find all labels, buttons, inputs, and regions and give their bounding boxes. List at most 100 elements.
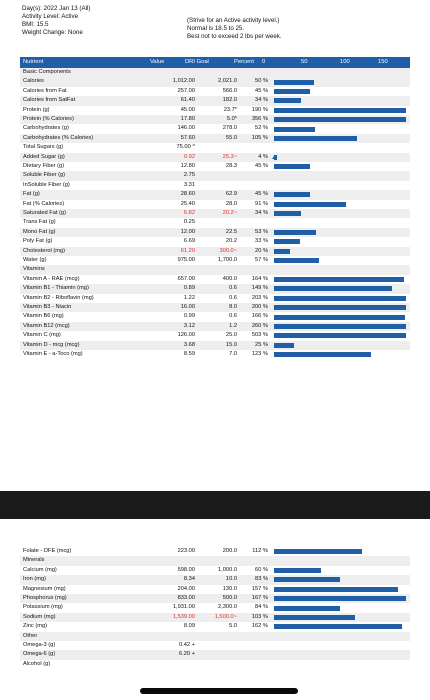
percent-bar xyxy=(274,323,406,329)
table-row: Saturated Fat (g) 6.82 20.2~ 34 % xyxy=(20,209,410,219)
table-row: Magnesium (mg) 204.00 130.0 157 % xyxy=(20,585,410,594)
percent-value: 25 % xyxy=(255,341,268,348)
percent-value: 503 % xyxy=(251,332,268,339)
percent-bar xyxy=(274,229,316,235)
percent-bar xyxy=(274,342,294,348)
nutrient-value: 657.00 xyxy=(177,275,195,282)
dri-goal: 500.0 xyxy=(222,595,237,601)
percent-value: 260 % xyxy=(251,322,268,329)
percent-bar xyxy=(274,135,357,141)
percent-value: 34 % xyxy=(255,210,268,216)
scale-0: 0 xyxy=(262,59,266,65)
dri-goal: 400.0 xyxy=(222,275,237,282)
nutrient-name: Vitamin D - mcg (mcg) xyxy=(23,341,80,348)
nutrient-name: Calcium (mg) xyxy=(23,566,57,573)
table-row: Vitamin A - RAE (mcg) 657.00 400.0 164 % xyxy=(20,275,410,284)
percent-value: 164 % xyxy=(251,275,268,282)
table-row: Vitamin C (mg) 126.00 25.0 503 % xyxy=(20,331,410,340)
percent-value: 356 % xyxy=(251,116,268,122)
home-indicator[interactable] xyxy=(140,688,298,694)
nutrient-name: Protein (% Calories) xyxy=(23,116,74,122)
nutrient-name: Alcohol (g) xyxy=(23,660,51,667)
nutrient-name: Zinc (mg) xyxy=(23,623,48,630)
table-row: InSoluble Fiber (g) 3.31 xyxy=(20,181,410,190)
limit-marker-icon xyxy=(272,155,276,159)
nutrient-value: 1,931.00 xyxy=(172,604,195,611)
nutrient-value: 75.00 ^ xyxy=(176,144,195,151)
scale-100: 100 xyxy=(340,59,350,65)
dri-goal: 28.0 xyxy=(225,200,237,207)
dri-goal: 55.0 xyxy=(225,134,237,141)
nutrient-value: 6.82 xyxy=(183,210,195,216)
percent-bar xyxy=(274,211,301,217)
percent-bar xyxy=(274,286,392,292)
nutrient-name: Vitamin A - RAE (mcg) xyxy=(23,275,80,282)
nutrient-value: 2.75 xyxy=(183,172,195,179)
nutrient-name: Carbohydrates (g) xyxy=(23,125,69,132)
percent-value: 112 % xyxy=(252,548,268,554)
table-row: Fat (g) 28.60 62.9 45 % xyxy=(20,190,410,200)
table-row: Dietary Fiber (g) 12.80 28.3 45 % xyxy=(20,162,410,171)
weight-text: Weight Change: None xyxy=(22,29,83,36)
table-row: Vitamin B2 - Riboflavin (mg) 1.22 0.6 203 % xyxy=(20,294,410,303)
percent-value: 33 % xyxy=(255,238,268,245)
percent-value: 50 % xyxy=(255,78,268,85)
nutrient-name: Saturated Fat (g) xyxy=(23,210,66,216)
nutrient-name: Vitamin B3 - Niacin xyxy=(23,304,72,310)
percent-value: 157 % xyxy=(251,585,268,592)
percent-bar xyxy=(274,276,404,282)
section-header: Other xyxy=(20,631,410,641)
dri-goal: 0.6 xyxy=(229,313,237,320)
dri-goal: 130.0 xyxy=(222,585,237,592)
table-row: Calories from SatFat 61.40 182.0 34 % xyxy=(20,96,410,106)
col-value: Value xyxy=(150,59,165,65)
table-row: Alcohol (g) xyxy=(20,660,410,669)
dri-goal: 1,000.0 xyxy=(218,566,237,573)
percent-value: 57 % xyxy=(255,257,268,263)
nutrient-name: Calories from SatFat xyxy=(23,97,76,104)
table-row: Potassium (mg) 1,931.00 2,300.0 84 % xyxy=(20,603,410,612)
nutrient-value: 8.59 xyxy=(183,351,195,357)
percent-value: 167 % xyxy=(251,595,268,601)
percent-bar xyxy=(274,577,340,583)
percent-value: 103 % xyxy=(251,613,268,620)
table-row: Omega-3 (g) 0.42 + xyxy=(20,641,410,650)
nutrient-name: Other xyxy=(23,632,38,639)
percent-bar xyxy=(274,586,399,592)
percent-bar xyxy=(274,239,301,245)
percent-bar xyxy=(274,624,402,630)
percent-bar xyxy=(274,117,406,123)
percent-bar xyxy=(274,258,320,264)
dri-goal: 62.9 xyxy=(225,191,237,198)
table-row: Cholesterol (mg) 61.20 300.0~ 20 % xyxy=(20,246,410,256)
table-row: Vitamin B3 - Niacin 16.00 8.0 200 % xyxy=(20,303,410,313)
percent-bar xyxy=(274,107,406,113)
nutrient-name: Vitamin B12 (mcg) xyxy=(23,322,70,329)
percent-value: 20 % xyxy=(255,247,268,254)
table-row: Sodium (mg) 1,539.00 1,500.0~ 103 % xyxy=(20,612,410,623)
dri-goal: 25.0 xyxy=(225,332,237,339)
nutrient-value: 0.92 xyxy=(183,153,195,160)
nutrient-name: Fat (g) xyxy=(23,191,40,198)
nutrient-name: Water (g) xyxy=(23,257,47,263)
dri-goal: 278.0 xyxy=(222,125,237,132)
table-row: Protein (g) 45.00 23.7* 190 % xyxy=(20,106,410,115)
percent-bar xyxy=(274,314,406,320)
dri-goal: 8.0 xyxy=(229,304,237,310)
dri-goal: 0.6 xyxy=(229,285,237,292)
table-row: Water (g) 975.00 1,700.0 57 % xyxy=(20,256,410,265)
weight-note: Best not to exceed 2 lbs per week. xyxy=(187,33,282,40)
nutrient-value: 57.60 xyxy=(180,134,195,141)
nutrient-name: Folate - DFE (mcg) xyxy=(23,548,72,554)
dri-goal: 15.0 xyxy=(225,341,237,348)
dri-goal: 566.0 xyxy=(222,87,237,94)
percent-value: 4 % xyxy=(258,153,268,160)
percent-bar xyxy=(274,248,290,254)
nutrient-value: 25.40 xyxy=(180,200,195,207)
nutrient-name: Trans Fat (g) xyxy=(23,219,56,226)
activity-note: (Strive for an Active activity level.) xyxy=(187,17,280,24)
dri-goal: 2,021.0 xyxy=(218,78,237,85)
dri-goal: 5.0* xyxy=(226,116,237,122)
table-header: Nutrient Value DRI Goal Percent 0 50 100… xyxy=(20,57,410,68)
nutrient-value: 8.09 xyxy=(183,623,195,630)
